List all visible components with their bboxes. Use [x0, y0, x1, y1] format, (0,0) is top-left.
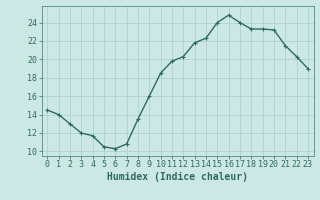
X-axis label: Humidex (Indice chaleur): Humidex (Indice chaleur): [107, 172, 248, 182]
